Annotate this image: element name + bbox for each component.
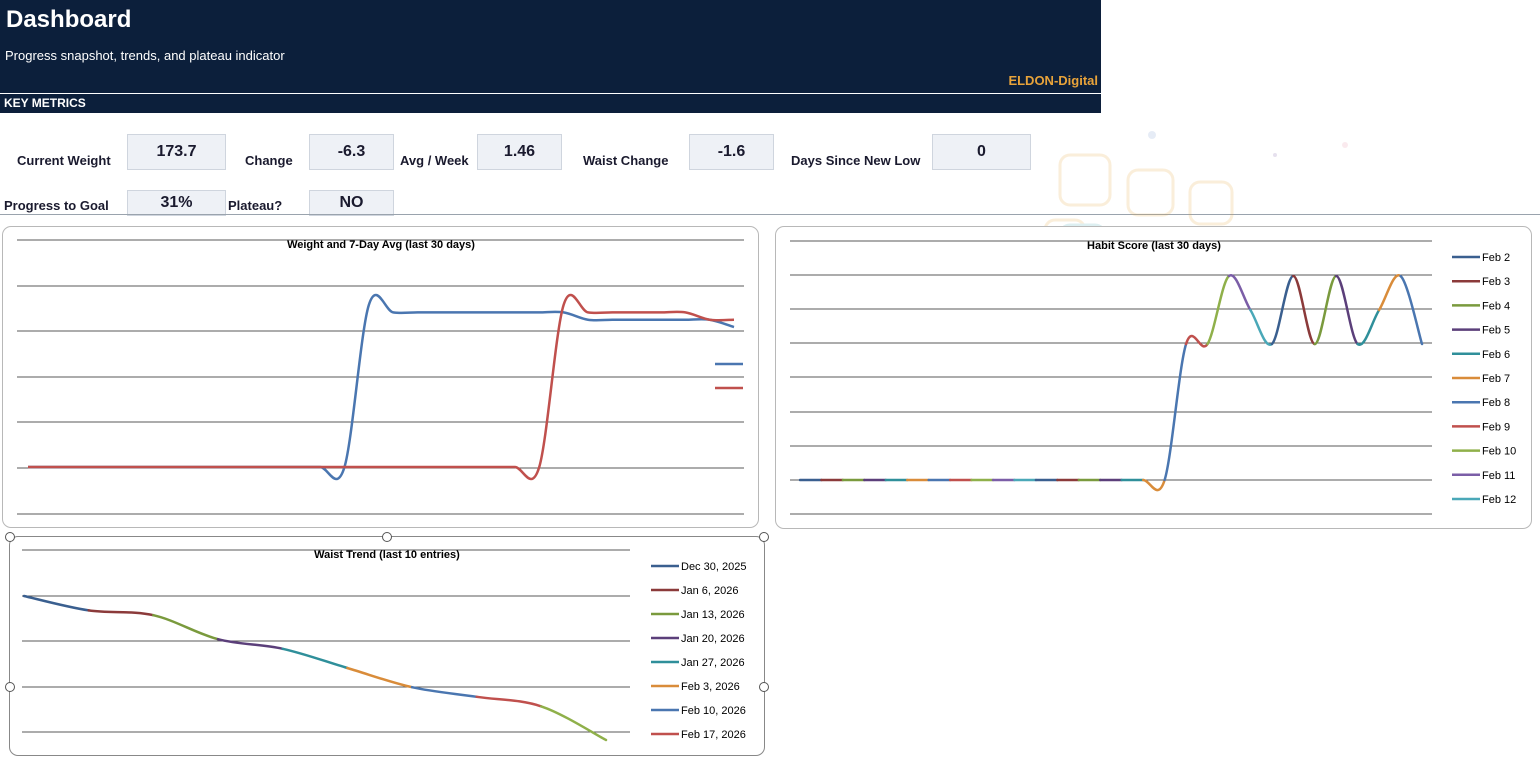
waist-legend-label: Jan 27, 2026	[681, 657, 745, 669]
habit-line-segment	[1206, 274, 1231, 346]
progress-goal-value[interactable]: 31%	[127, 190, 226, 216]
change-value[interactable]: -6.3	[309, 134, 394, 170]
habit-line-segment	[1292, 274, 1317, 346]
waist-line-segment	[216, 637, 284, 651]
waist-legend-label: Jan 20, 2026	[681, 633, 745, 645]
waist-legend-label: Dec 30, 2025	[681, 561, 746, 573]
waist-line-segment	[540, 705, 608, 742]
waist-line-segment	[152, 613, 220, 641]
habit-legend-label: Feb 4	[1482, 300, 1510, 312]
habit-legend-label: Feb 3	[1482, 276, 1510, 288]
habit-line-segment	[1163, 342, 1188, 482]
waist-line-segment	[475, 695, 543, 708]
current-weight-value[interactable]: 173.7	[127, 134, 226, 170]
habit-chart-svg: Habit Score (last 30 days) Feb 2 Feb 3 Feb…	[790, 240, 1516, 515]
habit-line-segment	[1141, 478, 1166, 492]
waist-line-segment	[87, 609, 155, 617]
habit-line-segment	[1377, 274, 1402, 312]
resize-handle-left[interactable]	[5, 682, 15, 692]
key-metrics-header: KEY METRICS	[0, 94, 1101, 113]
weight-series-2-line	[28, 293, 735, 481]
habit-legend-label: Feb 10	[1482, 446, 1516, 458]
current-weight-label: Current Weight	[17, 153, 111, 168]
plateau-label: Plateau?	[228, 198, 283, 213]
avg-week-value[interactable]: 1.46	[477, 134, 562, 170]
habit-line-segment	[1399, 274, 1424, 346]
habit-legend-label: Feb 8	[1482, 397, 1510, 409]
waist-line-segment	[346, 666, 414, 689]
weight-series-1-line	[28, 293, 735, 481]
habit-legend-label: Feb 9	[1482, 421, 1510, 433]
waist-chart-title: Waist Trend (last 10 entries)	[314, 549, 460, 561]
habit-legend-label: Feb 11	[1482, 470, 1515, 482]
page-title: Dashboard	[6, 6, 132, 33]
weight-chart[interactable]: Weight and 7-Day Avg (last 30 days)	[2, 226, 759, 528]
key-metrics-label: KEY METRICS	[4, 96, 86, 110]
resize-handle-right[interactable]	[759, 682, 769, 692]
days-since-low-label: Days Since New Low	[791, 153, 921, 168]
habit-line-segment	[1356, 308, 1381, 346]
habit-legend-label: Feb 7	[1482, 373, 1510, 385]
habit-line-segment	[1227, 274, 1252, 312]
waist-change-value[interactable]: -1.6	[689, 134, 774, 170]
brand-label: ELDON-Digital	[1008, 73, 1098, 88]
habit-line-segment	[1249, 308, 1274, 346]
days-since-low-value[interactable]: 0	[932, 134, 1031, 170]
waist-line-segment	[281, 647, 349, 670]
waist-line-segment	[22, 594, 90, 612]
page-subtitle: Progress snapshot, trends, and plateau i…	[5, 48, 285, 63]
resize-handle-top[interactable]	[382, 532, 392, 542]
habit-legend-label: Feb 2	[1482, 252, 1510, 264]
avg-week-label: Avg / Week	[400, 153, 469, 168]
weight-chart-svg: Weight and 7-Day Avg (last 30 days)	[17, 239, 744, 515]
waist-legend-label: Jan 6, 2026	[681, 585, 739, 597]
habit-line-segment	[1334, 274, 1359, 346]
habit-legend-label: Feb 5	[1482, 325, 1510, 337]
sheet-divider	[0, 214, 1540, 215]
dashboard-banner: Dashboard Progress snapshot, trends, and…	[0, 0, 1101, 93]
habit-chart-title: Habit Score (last 30 days)	[1087, 240, 1221, 252]
habit-line-segment	[1184, 334, 1209, 348]
waist-legend-label: Feb 17, 2026	[681, 729, 746, 741]
habit-legend-label: Feb 6	[1482, 349, 1510, 361]
waist-chart-svg: Waist Trend (last 10 entries) Dec 30, 20…	[22, 549, 746, 742]
plateau-value[interactable]: NO	[309, 190, 394, 216]
waist-legend-label: Feb 10, 2026	[681, 705, 746, 717]
change-label: Change	[245, 153, 293, 168]
habit-legend-label: Feb 12	[1482, 494, 1516, 506]
resize-handle-top-right[interactable]	[759, 532, 769, 542]
waist-line-segment	[410, 685, 478, 699]
waist-change-label: Waist Change	[583, 153, 669, 168]
progress-goal-label: Progress to Goal	[4, 198, 109, 213]
habit-line-segment	[1270, 274, 1295, 346]
waist-legend-label: Feb 3, 2026	[681, 681, 740, 693]
weight-chart-title: Weight and 7-Day Avg (last 30 days)	[287, 239, 475, 251]
resize-handle-top-left[interactable]	[5, 532, 15, 542]
waist-legend-label: Jan 13, 2026	[681, 609, 745, 621]
waist-chart[interactable]: Waist Trend (last 10 entries) Dec 30, 20…	[9, 536, 765, 756]
habit-chart[interactable]: Habit Score (last 30 days) Feb 2 Feb 3 Feb…	[775, 226, 1532, 529]
habit-line-segment	[1313, 274, 1338, 346]
